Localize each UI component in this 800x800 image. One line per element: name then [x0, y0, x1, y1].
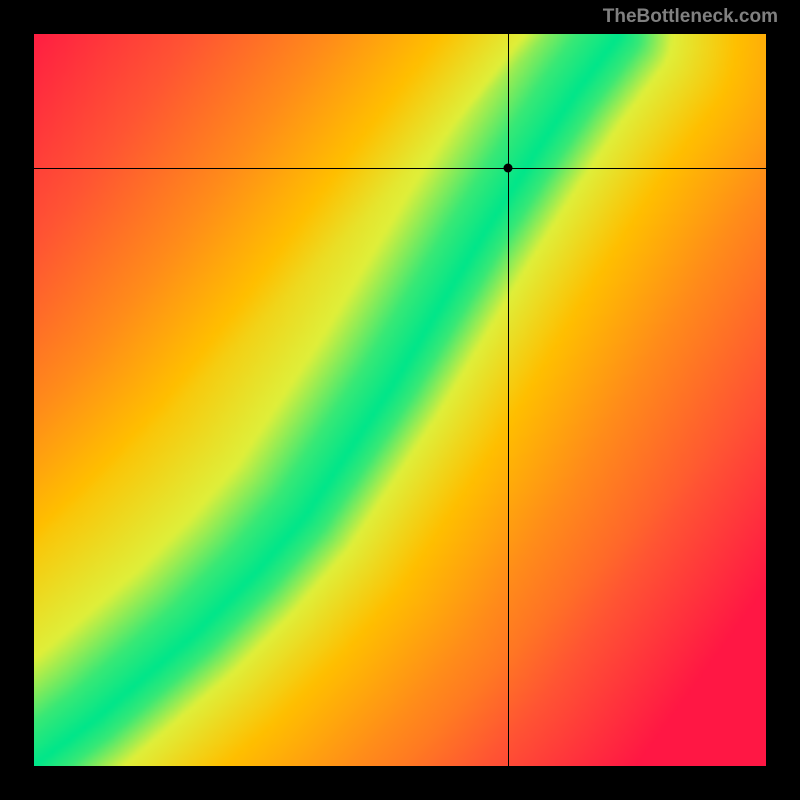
watermark-text: TheBottleneck.com — [603, 6, 778, 28]
crosshair-horizontal-line — [34, 168, 766, 169]
selection-marker-dot — [504, 163, 513, 172]
bottleneck-heatmap-chart — [34, 34, 766, 766]
crosshair-vertical-line — [508, 34, 509, 766]
heatmap-gradient — [34, 34, 766, 766]
